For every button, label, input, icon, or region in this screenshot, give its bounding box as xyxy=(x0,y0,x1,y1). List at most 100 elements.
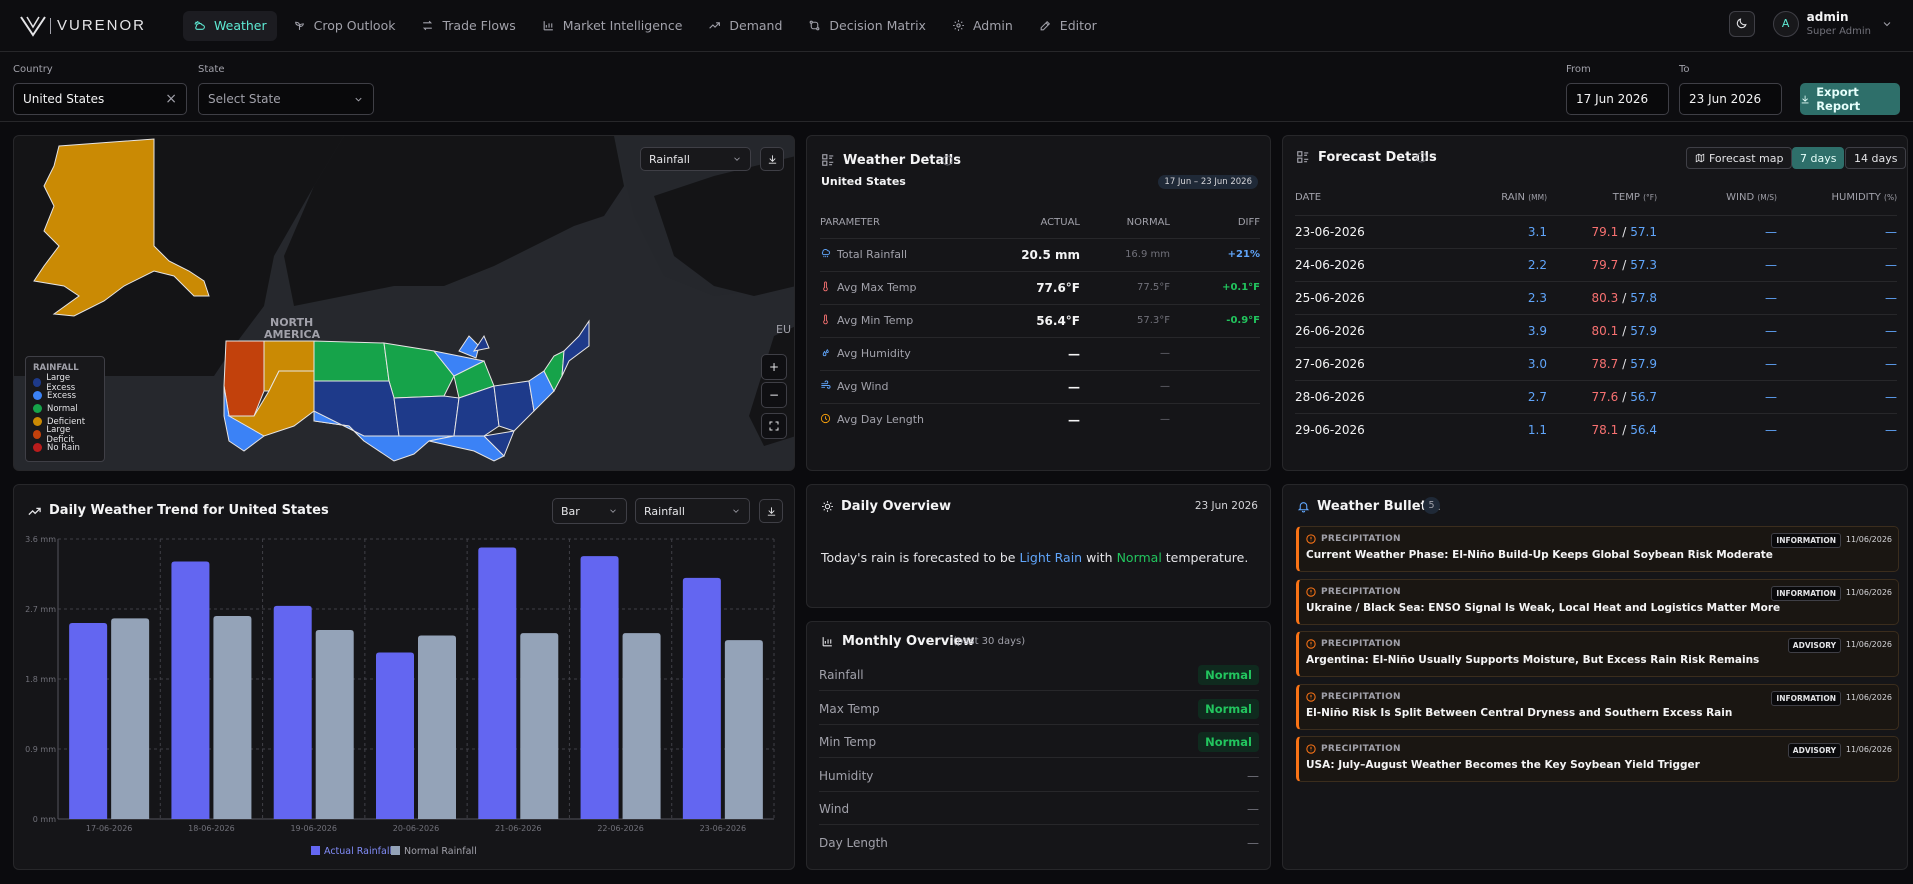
nav-item-trade-flows[interactable]: Trade Flows xyxy=(411,11,525,41)
nav-item-editor[interactable]: Editor xyxy=(1029,11,1107,41)
forecast-details-panel: Forecast Details Forecast map 7 days 14 … xyxy=(1282,135,1908,471)
normal-rainfall-bar[interactable] xyxy=(520,633,559,819)
actual-rainfall-bar[interactable] xyxy=(171,561,210,819)
legend-label: Deficient xyxy=(47,416,86,427)
nav-item-decision-matrix[interactable]: Decision Matrix xyxy=(798,11,936,41)
map-download-button[interactable] xyxy=(760,147,784,171)
theme-toggle-button[interactable] xyxy=(1728,10,1755,37)
normal-rainfall-bar[interactable] xyxy=(315,630,354,819)
column-header: NORMAL xyxy=(1126,217,1170,229)
fullscreen-button[interactable] xyxy=(761,413,787,439)
diff-value xyxy=(1170,402,1260,436)
map-layer-select[interactable]: Rainfall xyxy=(640,147,751,171)
info-icon[interactable] xyxy=(1416,152,1427,163)
actual-rainfall-bar[interactable] xyxy=(273,605,312,819)
bulletin-category: PRECIPITATION xyxy=(1321,639,1401,649)
rainfall-map[interactable]: NORTH AMERICA EU xyxy=(14,136,795,471)
chart-type-select[interactable]: Bar xyxy=(552,498,627,524)
bulletin-card[interactable]: PRECIPITATION Argentina: El-Niño Usually … xyxy=(1296,631,1899,677)
metric-label: Humidity xyxy=(819,768,874,783)
state-placeholder: Select State xyxy=(208,92,281,106)
column-header: WIND (M/S) xyxy=(1726,192,1777,204)
normal-rainfall-bar[interactable] xyxy=(724,640,763,819)
zoom-in-button[interactable]: + xyxy=(761,354,787,380)
column-header: TEMP (°F) xyxy=(1612,192,1657,204)
avatar[interactable]: A xyxy=(1772,10,1799,37)
rain-cell: 3.0 xyxy=(1437,346,1547,380)
chart-parameter-select[interactable]: Rainfall xyxy=(635,498,750,524)
nav-item-crop-outlook[interactable]: Crop Outlook xyxy=(283,11,406,41)
temp-condition: Normal xyxy=(1116,550,1162,565)
weather-details-panel: Weather Details United States 17 Jun – 2… xyxy=(806,135,1271,471)
temp-cell: 79.1/57.1 xyxy=(1547,214,1657,248)
14-days-button[interactable]: 14 days xyxy=(1845,147,1907,169)
table-row: 23-06-2026 3.1 79.1/57.1— — xyxy=(1295,214,1897,248)
table-row: Avg Humidity — — xyxy=(820,336,1260,370)
actual-rainfall-bar[interactable] xyxy=(682,577,721,819)
temp-min: 57.9 xyxy=(1630,356,1657,371)
alert-circle-icon xyxy=(1306,586,1316,597)
normal-value: — xyxy=(1080,369,1170,403)
y-tick-label: 0.9 mm xyxy=(25,745,56,754)
x-tick-label: 21-06-2026 xyxy=(495,824,542,833)
from-date-input[interactable]: 17 Jun 2026 xyxy=(1566,83,1669,115)
normal-rainfall-bar[interactable] xyxy=(622,633,661,819)
nav-item-demand[interactable]: Demand xyxy=(698,11,792,41)
bulletin-card[interactable]: PRECIPITATION USA: July–August Weather Be… xyxy=(1296,736,1899,782)
rainfall-bar-chart[interactable]: 3.6 mm 2.7 mm 1.8 mm 0.9 mm 0 mm 17-06-2026 18… xyxy=(14,485,795,870)
to-date-input[interactable]: 23 Jun 2026 xyxy=(1679,83,1782,115)
country-value: United States xyxy=(23,92,105,106)
country-select[interactable]: United States × xyxy=(13,83,187,115)
nav-item-market-intelligence[interactable]: Market Intelligence xyxy=(532,11,693,41)
legend-item: No Rain xyxy=(33,441,97,454)
state-select[interactable]: Select State xyxy=(198,83,374,115)
list-item: Humidity — xyxy=(819,761,1259,792)
info-icon[interactable] xyxy=(942,155,953,166)
actual-rainfall-bar[interactable] xyxy=(580,556,619,819)
parameter-label: Avg Max Temp xyxy=(837,281,917,294)
bulletin-card[interactable]: PRECIPITATION Current Weather Phase: El-N… xyxy=(1296,526,1899,572)
brand-logo[interactable]: VURENOR xyxy=(20,15,165,37)
gear-icon xyxy=(953,20,964,31)
nav-item-weather[interactable]: Weather xyxy=(183,10,277,41)
user-menu[interactable]: admin Super Admin xyxy=(1807,10,1893,37)
legend-label: Large Excess xyxy=(46,372,76,393)
chart-download-button[interactable] xyxy=(759,499,783,523)
fullscreen-icon xyxy=(769,421,779,431)
bulletin-card[interactable]: PRECIPITATION Ukraine / Black Sea: ENSO S… xyxy=(1296,578,1899,625)
clear-icon[interactable]: × xyxy=(165,91,177,107)
forecast-map-button[interactable]: Forecast map xyxy=(1686,147,1793,169)
diff-value: +0.1°F xyxy=(1170,270,1260,304)
bulletin-tag: ADVISORY xyxy=(1787,638,1841,653)
metric-value: — xyxy=(1247,836,1259,850)
temp-separator: / xyxy=(1622,389,1627,404)
nav-item-admin[interactable]: Admin xyxy=(942,11,1023,41)
y-tick-label: 3.6 mm xyxy=(25,535,56,544)
export-report-label: Export Report xyxy=(1816,85,1861,113)
normal-rainfall-bar[interactable] xyxy=(213,616,252,819)
svg-text:AMERICA: AMERICA xyxy=(264,328,321,341)
actual-rainfall-bar[interactable] xyxy=(376,652,414,819)
weather-details-location: United States xyxy=(821,175,906,188)
normal-rainfall-bar[interactable] xyxy=(418,635,456,819)
actual-rainfall-bar[interactable] xyxy=(478,547,517,819)
bulletin-tag: ADVISORY xyxy=(1787,743,1841,758)
temp-max: 77.6 xyxy=(1591,389,1619,404)
weather-details-table: PARAMETER ACTUAL NORMAL DIFF Total Rainf… xyxy=(820,208,1260,436)
actual-rainfall-bar[interactable] xyxy=(69,623,108,819)
export-report-button[interactable]: Export Report xyxy=(1800,83,1900,115)
bulletin-category: PRECIPITATION xyxy=(1321,534,1401,544)
bar-chart-icon xyxy=(822,637,832,647)
rain-cell: 2.3 xyxy=(1437,280,1547,314)
table-row: 25-06-2026 2.3 80.3/57.8— — xyxy=(1295,280,1897,314)
7-days-button[interactable]: 7 days xyxy=(1792,147,1845,169)
zoom-out-button[interactable]: − xyxy=(761,382,787,408)
normal-rainfall-bar[interactable] xyxy=(111,618,150,819)
metric-label: Wind xyxy=(819,802,850,816)
bulletin-card[interactable]: PRECIPITATION El-Niño Risk Is Split Betwe… xyxy=(1296,683,1899,730)
weather-details-title: Weather Details xyxy=(843,153,961,168)
bulletin-title: Current Weather Phase: El-Niño Build-Up … xyxy=(1306,549,1773,561)
droplets-icon xyxy=(822,349,829,357)
daily-overview-text: Today's rain is forecasted to be Light R… xyxy=(821,550,1249,565)
date-cell: 26-06-2026 xyxy=(1295,313,1437,347)
